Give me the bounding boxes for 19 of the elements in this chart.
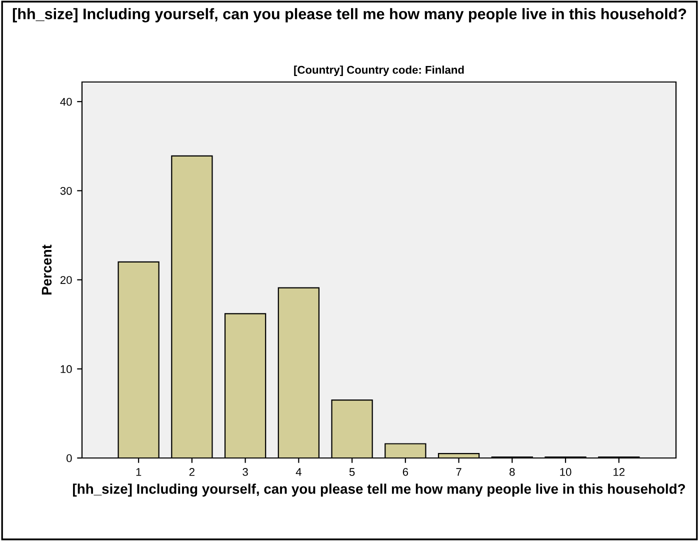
y-axis-title: Percent <box>42 244 52 295</box>
x-tick-label: 6 <box>402 468 408 476</box>
y-tick-label: 20 <box>60 276 72 284</box>
x-tick-label: 3 <box>242 468 248 476</box>
y-tick-label: 0 <box>66 454 72 462</box>
x-tick-label: 2 <box>189 468 194 476</box>
chart-subtitle: [Country] Country code: Finland <box>294 66 464 76</box>
x-axis-title: [hh_size] Including yourself, can you please tell me how many people live in this household? <box>73 484 685 497</box>
x-tick-label: 10 <box>560 468 572 476</box>
x-tick-label: 4 <box>296 468 302 476</box>
x-tick-label: 12 <box>614 468 625 476</box>
y-tick-label: 30 <box>60 186 72 195</box>
y-tick-label: 40 <box>60 98 72 106</box>
chart-title: [hh_size] Including yourself, can you please tell me how many people live in this household? <box>12 8 686 22</box>
x-tick-label: 8 <box>510 468 515 476</box>
y-tick-label: 10 <box>60 365 72 374</box>
x-tick-label: 5 <box>349 468 355 476</box>
x-tick-label: 1 <box>136 468 142 476</box>
x-tick-label: 7 <box>456 468 462 476</box>
